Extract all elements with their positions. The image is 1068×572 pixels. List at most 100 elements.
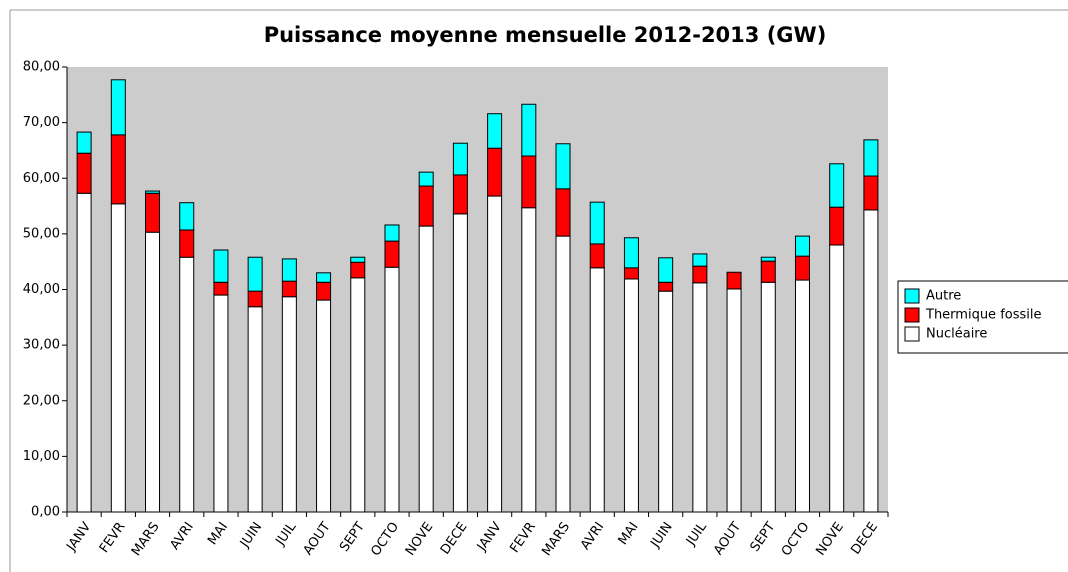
bar-segment (76, 131, 92, 154)
bar-segment (760, 256, 776, 262)
x-tick-label: JUIL (273, 519, 300, 549)
bar-segment (418, 225, 434, 513)
bar-segment (145, 192, 161, 233)
bar-segment (213, 249, 229, 283)
x-tick-label: SEPT (748, 520, 779, 555)
x-tick-label: AOUT (711, 520, 744, 558)
bar-segment (110, 134, 126, 205)
bar-segment (692, 282, 708, 513)
y-tick-label: 60,00 (23, 171, 60, 186)
y-tick-label: 50,00 (23, 226, 60, 241)
bar-segment (452, 142, 468, 176)
bar-segment (794, 255, 810, 281)
bar-segment (794, 235, 810, 257)
bar-segment (247, 256, 263, 292)
bar-segment (350, 256, 366, 263)
x-tick-label: JUIN (647, 520, 675, 551)
x-tick-label: JANV (474, 520, 505, 555)
bar-segment (145, 231, 161, 513)
bar-segment (555, 235, 571, 513)
bar-segment (179, 229, 195, 258)
legend-label: Nucléaire (926, 327, 987, 342)
bar-segment (384, 240, 400, 268)
x-tick-label: MAI (205, 520, 231, 548)
bar-segment (179, 202, 195, 231)
bar-segment (760, 260, 776, 283)
x-tick-label: NOVE (813, 520, 846, 559)
bar-segment (692, 265, 708, 284)
bar-segment (521, 103, 537, 157)
bar-segment (110, 79, 126, 136)
plot-background (67, 67, 888, 512)
y-tick-label: 80,00 (23, 60, 60, 75)
bar-segment (487, 195, 503, 513)
legend-swatch (904, 307, 920, 323)
bar-segment (589, 267, 605, 513)
x-tick-label: SEPT (337, 520, 368, 555)
x-tick-label: AVRI (167, 520, 196, 553)
y-tick-label: 20,00 (23, 393, 60, 408)
x-tick-label: JANV (64, 520, 95, 555)
bar-segment (247, 306, 263, 513)
bar-segment (863, 209, 879, 513)
bar-segment (760, 281, 776, 513)
bar-segment (110, 203, 126, 513)
bar-segment (350, 277, 366, 513)
y-tick-label: 10,00 (23, 449, 60, 464)
bar-segment (76, 192, 92, 513)
bar-segment (863, 139, 879, 177)
x-tick-label: NOVE (403, 520, 436, 559)
y-tick-label: 30,00 (23, 338, 60, 353)
x-tick-label: AVRI (578, 520, 607, 553)
bar-segment (623, 237, 639, 269)
bar-segment (863, 175, 879, 211)
y-tick-label: 0,00 (31, 505, 60, 520)
bar-segment (487, 147, 503, 197)
x-tick-label: AOUT (301, 520, 334, 558)
bar-segment (213, 281, 229, 296)
legend-swatch (904, 326, 920, 342)
bar-segment (213, 294, 229, 513)
bar-segment (658, 257, 674, 283)
bar-segment (555, 188, 571, 237)
legend-box (897, 280, 1068, 354)
bar-segment (658, 281, 674, 292)
x-tick-label: MARS (129, 520, 163, 559)
bar-segment (281, 280, 297, 298)
legend-label: Thermique fossile (925, 308, 1042, 323)
bar-segment (247, 290, 263, 308)
bar-segment (521, 155, 537, 209)
bar-segment (350, 261, 366, 279)
bar-segment (76, 152, 92, 194)
x-tick-label: JUIN (237, 520, 265, 551)
bar-segment (418, 185, 434, 227)
bar-segment (179, 256, 195, 513)
x-tick-label: JUIL (683, 519, 710, 549)
bar-segment (726, 288, 742, 513)
y-tick-label: 70,00 (23, 115, 60, 130)
bar-segment (521, 207, 537, 513)
x-tick-label: OCTO (779, 520, 813, 559)
bar-segment (623, 278, 639, 513)
bar-segment (589, 201, 605, 245)
x-tick-label: FEVR (507, 520, 539, 556)
bar-segment (829, 206, 845, 246)
bar-segment (281, 296, 297, 513)
bar-segment (623, 267, 639, 280)
x-tick-label: DECE (848, 520, 881, 558)
x-tick-label: MAI (616, 520, 642, 548)
x-tick-label: DECE (438, 520, 471, 558)
bar-segment (384, 224, 400, 242)
bar-segment (487, 113, 503, 149)
bar-segment (794, 279, 810, 513)
y-tick-label: 40,00 (23, 282, 60, 297)
bar-segment (316, 281, 332, 301)
chart-title: Puissance moyenne mensuelle 2012-2013 (G… (264, 23, 827, 47)
bar-segment (555, 143, 571, 190)
bar-segment (658, 290, 674, 513)
legend-label: Autre (926, 289, 961, 304)
x-tick-label: OCTO (368, 520, 402, 559)
x-tick-label: MARS (539, 520, 573, 559)
